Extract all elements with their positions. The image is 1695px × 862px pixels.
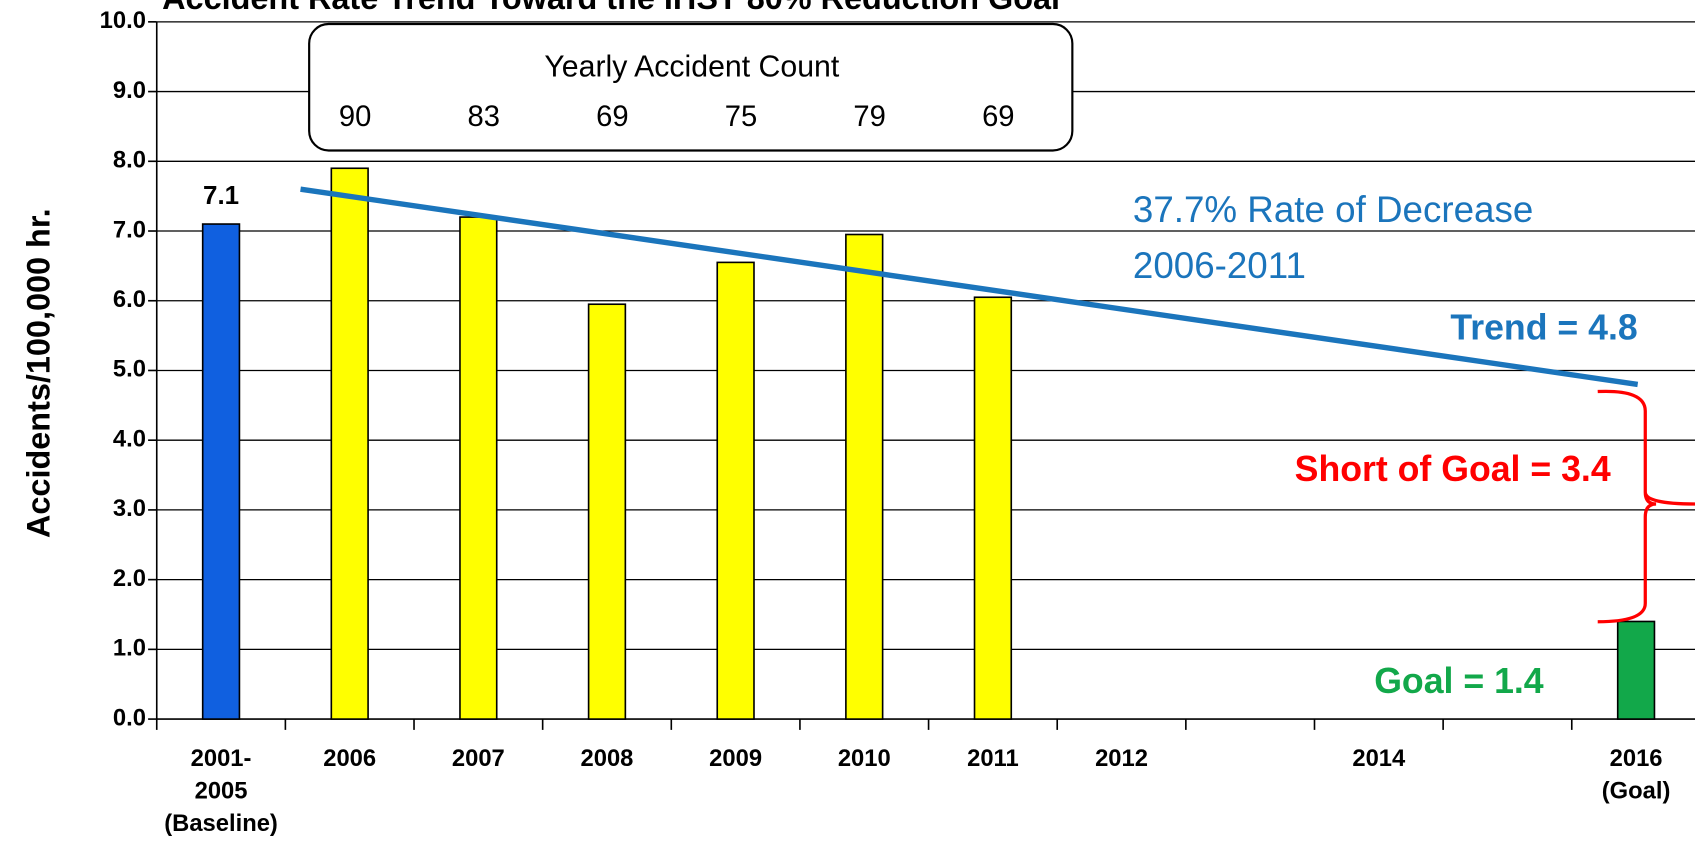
x-tick-label: 2011 <box>967 745 1019 772</box>
y-tick-label: 5.0 <box>113 356 146 383</box>
x-tick-label: 2014 <box>1352 745 1406 772</box>
annotation: 37.7% Rate of Decrease <box>1133 189 1533 230</box>
annotation: Goal = 1.4 <box>1374 661 1544 701</box>
count-value: 69 <box>982 101 1014 133</box>
trend-line <box>300 186 1639 388</box>
x-tick-label: 2007 <box>452 745 505 772</box>
bar <box>459 216 498 720</box>
x-tick-label: 2009 <box>709 745 762 772</box>
bar <box>845 233 884 720</box>
x-tick-label: 2010 <box>838 745 891 772</box>
y-tick-label: 10.0 <box>100 7 146 34</box>
y-tick-label: 2.0 <box>113 565 146 592</box>
bar <box>587 303 627 720</box>
annotation: Short of Goal = 3.4 <box>1295 449 1611 489</box>
count-value: 83 <box>468 101 500 133</box>
y-tick-label: 3.0 <box>113 495 146 522</box>
y-tick-label: 8.0 <box>113 147 146 174</box>
count-box: Yearly Accident Count 90 83 69 75 79 69 <box>308 22 1074 152</box>
count-value: 75 <box>725 101 757 133</box>
y-tick-label: 0.0 <box>113 704 146 731</box>
bar <box>330 167 369 720</box>
y-tick-label: 9.0 <box>113 77 146 104</box>
x-tick-label: 2016 (Goal) <box>1602 745 1671 804</box>
bar <box>1616 620 1656 720</box>
x-tick-label: 2012 <box>1095 745 1148 772</box>
count-value: 90 <box>339 101 371 133</box>
x-tick-label: 2006 <box>323 745 376 772</box>
y-tick-label: 4.0 <box>113 425 146 452</box>
bar <box>201 223 241 720</box>
bar <box>716 261 755 720</box>
count-value: 69 <box>596 101 628 133</box>
data-label: 7.1 <box>203 182 239 210</box>
x-tick-label: 2001-2005 (Baseline) <box>164 745 278 837</box>
y-tick-label: 6.0 <box>113 286 146 313</box>
y-tick-label: 1.0 <box>113 635 146 662</box>
annotation: 2006-2011 <box>1133 245 1306 286</box>
bar <box>973 296 1013 720</box>
count-box-frame <box>308 22 1074 152</box>
count-value: 79 <box>853 101 885 133</box>
chart-title: Accident Rate Trend Toward the IHST 80% … <box>162 0 1060 16</box>
y-tick-label: 7.0 <box>113 216 146 243</box>
annotation: Trend = 4.8 <box>1450 307 1637 347</box>
brace <box>1597 389 1695 624</box>
count-box-title: Yearly Accident Count <box>544 50 839 83</box>
x-tick-label: 2008 <box>581 745 634 772</box>
y-axis-label: Accidents/100,000 hr. <box>21 208 57 538</box>
